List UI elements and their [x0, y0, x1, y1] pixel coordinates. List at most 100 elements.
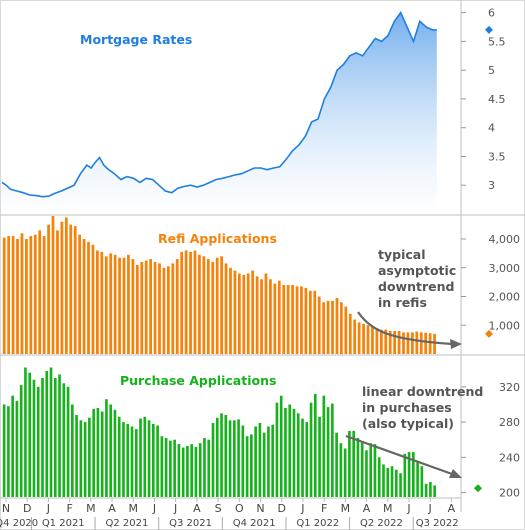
refi-bar: [131, 259, 135, 354]
purchase-bar: [399, 473, 402, 497]
purchase-annotation-line-3: (also typical): [362, 416, 454, 431]
purchase-bar: [198, 443, 202, 497]
refi-bar: [237, 273, 241, 354]
purchase-bar: [130, 426, 134, 497]
refi-bar: [56, 230, 59, 354]
purchase-bar: [15, 400, 19, 497]
month-label: F: [66, 502, 72, 515]
refi-bar: [326, 300, 330, 354]
purchase-annotation: linear downtrend in purchases (also typi…: [362, 384, 488, 431]
refi-annotation-line-1: typical: [378, 247, 426, 262]
month-label: J: [300, 502, 304, 515]
purchase-bar: [36, 386, 40, 497]
month-label: J: [173, 502, 177, 515]
refi-bar: [25, 239, 28, 354]
purchase-bar: [356, 438, 360, 497]
purchase-bar: [386, 467, 390, 497]
purchase-bar: [232, 420, 236, 497]
purchase-bar: [352, 430, 355, 497]
purchase-bar: [156, 425, 159, 497]
refi-bar: [340, 302, 343, 355]
refi-annotation-line-4: in refis: [378, 295, 427, 310]
quarter-label: Q4 2020: [0, 518, 38, 529]
purchase-bar: [245, 436, 249, 497]
purchase-bar: [117, 416, 121, 497]
refi-bar: [104, 256, 108, 355]
mortgage-tick-label: 4: [488, 122, 495, 135]
month-label: N: [2, 502, 10, 515]
refi-bar: [87, 241, 90, 354]
refi-tick-label: 4,000: [489, 233, 521, 246]
purchase-bar: [429, 482, 432, 497]
purchase-trend-arrowhead: [449, 469, 462, 478]
refi-bar: [277, 280, 281, 354]
mortgage-panel-title: Mortgage Rates: [80, 32, 192, 47]
refi-bar: [64, 217, 68, 354]
refi-tick-label: 1,000: [489, 319, 521, 332]
mortgage-tick-label: 6: [488, 7, 495, 20]
purchase-tick-label: 280: [499, 416, 520, 429]
refi-bar: [16, 239, 19, 354]
refi-tick-label: 3,000: [489, 262, 521, 275]
refi-bar: [149, 259, 152, 354]
purchase-bar: [412, 452, 415, 497]
refi-bar: [335, 297, 339, 354]
month-label: M: [86, 502, 96, 515]
purchase-bar: [66, 386, 70, 497]
month-label: J: [152, 502, 156, 515]
quarter-label: Q1 2021: [42, 518, 85, 529]
refi-bar: [286, 285, 290, 354]
purchase-bar: [113, 409, 117, 497]
refi-bar: [144, 260, 148, 354]
purchase-bar: [369, 443, 373, 497]
refi-bar: [233, 270, 237, 354]
purchase-bar: [309, 402, 313, 497]
refi-bar: [189, 251, 192, 354]
purchase-bar: [88, 417, 91, 497]
refi-bar: [118, 257, 121, 354]
mortgage-rate-line: [1, 11, 437, 198]
purchase-bar: [7, 406, 10, 497]
purchase-bar: [228, 420, 232, 497]
refi-bar: [100, 251, 104, 354]
purchase-bar: [215, 417, 219, 497]
purchase-bar: [32, 379, 36, 497]
refi-bar: [282, 285, 286, 354]
quarter-label: Q2 2021: [105, 518, 148, 529]
refi-trend-arrow: [357, 311, 453, 346]
purchase-bar: [190, 444, 194, 497]
purchase-bar: [292, 408, 296, 497]
purchase-bar: [407, 452, 411, 497]
refi-bar: [127, 254, 130, 354]
refi-bar: [264, 273, 268, 354]
refi-bar: [353, 319, 357, 354]
purchase-bar: [360, 441, 364, 497]
purchase-bar: [403, 453, 407, 497]
month-label: D: [277, 502, 285, 515]
purchase-bar: [322, 395, 326, 497]
purchase-bar: [262, 432, 266, 497]
purchase-bars: [2, 367, 436, 497]
purchase-bar: [194, 446, 198, 497]
purchase-bar: [237, 419, 240, 497]
purchase-bar: [126, 423, 130, 497]
month-label: J: [46, 502, 50, 515]
refi-bar: [91, 244, 95, 355]
refi-bar: [78, 234, 82, 354]
refi-bar: [411, 332, 414, 354]
purchase-bar: [326, 407, 330, 497]
purchase-bar: [41, 378, 44, 497]
refi-bar: [29, 236, 33, 354]
purchase-bar: [296, 413, 300, 497]
purchase-bar: [152, 423, 155, 497]
purchase-bar: [382, 464, 385, 497]
refi-bar: [424, 332, 428, 354]
purchase-bar: [416, 460, 419, 497]
refi-trend-arrowhead: [450, 339, 462, 349]
refi-bar: [388, 331, 392, 354]
refi-bar: [69, 224, 73, 354]
refi-bar: [224, 263, 228, 354]
purchase-bar: [377, 457, 381, 497]
refi-bar: [375, 328, 379, 354]
